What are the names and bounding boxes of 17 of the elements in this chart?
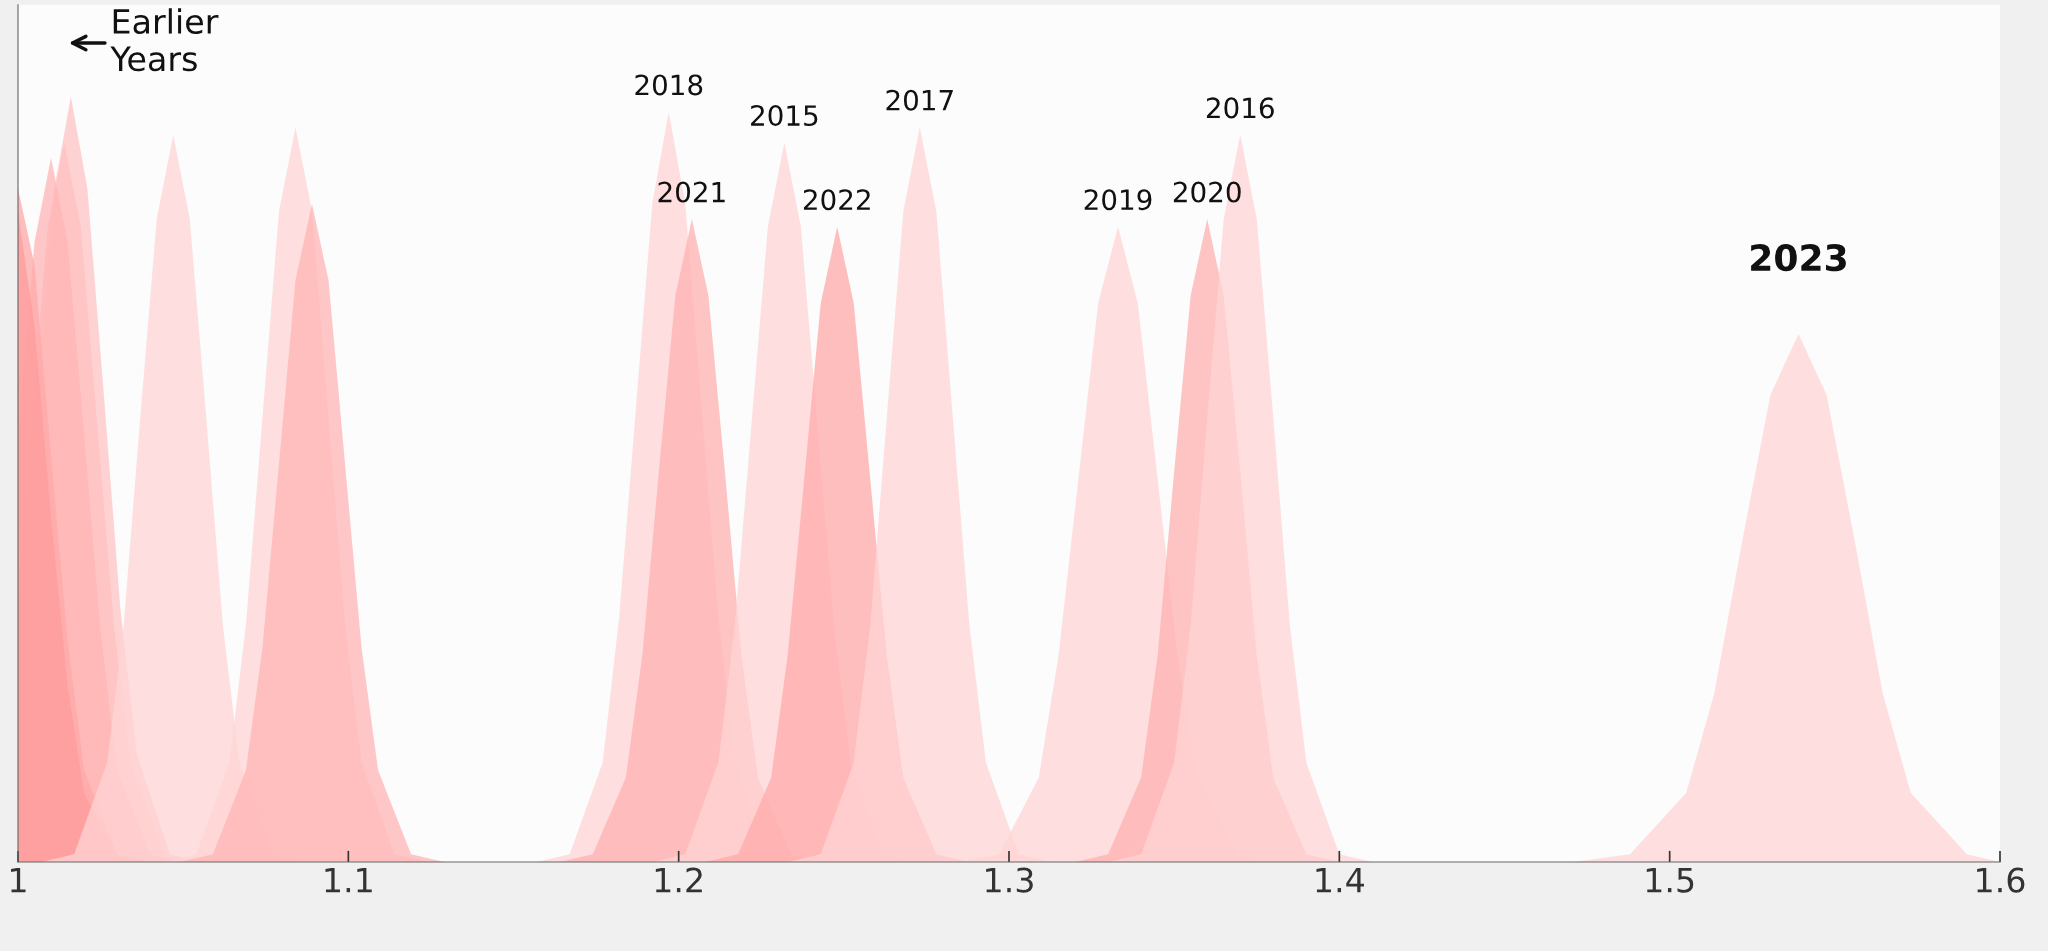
x-tick-label: 1.1 [325,867,372,893]
x-tick-label: 1.4 [1316,867,1364,893]
annotation: 2017 [886,89,953,111]
annotation: 2021 [658,181,725,203]
x-tick-label: 1.5 [1646,867,1694,893]
x-tick-label: 1.2 [655,867,702,893]
annotation: 2018 [635,74,703,96]
x-tick-label: 1.3 [986,867,1033,893]
annotation: 2020 [1173,181,1241,203]
x-tick-label: 1.6 [1977,867,2025,893]
x-tick-label: 1 [11,867,26,893]
text: Earlier Years [110,8,219,72]
annotation: 2016 [1206,97,1274,119]
annotation: 2015 [751,105,818,127]
annotation: 2022 [803,189,870,211]
annotation: 2023 [1751,244,1846,272]
annotation: 2019 [1084,189,1152,211]
